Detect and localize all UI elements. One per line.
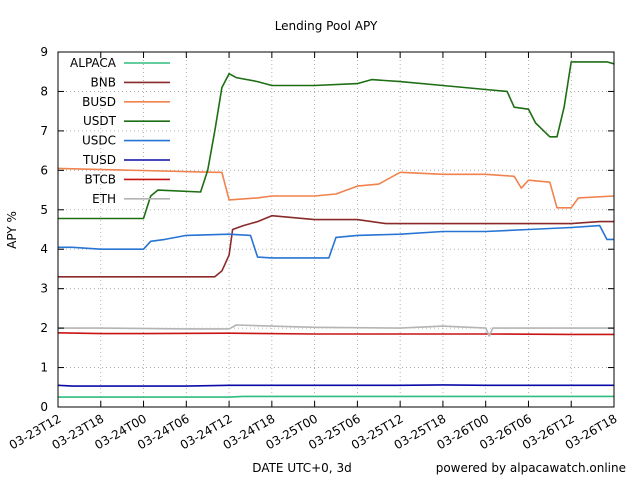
y-axis-ticks: 0 1 2 3 4 5 6 7 8 9 [40, 45, 614, 414]
x-axis-label: DATE UTC+0, 3d [252, 461, 351, 475]
x-axis-ticks: 03-23T1203-23T1803-24T0003-24T0603-24T12… [7, 52, 620, 452]
legend: ALPACA BNB BUSD USDT USDC TUSD BTCB ETH [70, 56, 170, 206]
y-tick-label: 4 [40, 242, 48, 256]
y-tick-label: 5 [40, 203, 48, 217]
y-tick-label: 1 [40, 361, 48, 375]
series-lines [57, 61, 615, 398]
series-line-usdt [58, 61, 615, 220]
series-line-busd [57, 167, 615, 209]
series-line-alpaca [58, 395, 614, 398]
y-axis-label: APY % [5, 211, 19, 249]
series-line-bnb [58, 214, 614, 278]
legend-label-btcb: BTCB [85, 172, 116, 186]
legend-label-usdc: USDC [82, 134, 116, 148]
y-tick-label: 0 [40, 400, 48, 414]
y-tick-label: 3 [40, 282, 48, 296]
legend-label-tusd: TUSD [82, 153, 116, 167]
legend-label-eth: ETH [92, 192, 116, 206]
y-tick-label: 6 [40, 163, 48, 177]
legend-label-alpaca: ALPACA [70, 56, 117, 70]
series-line-usdc [58, 224, 614, 259]
series-line-btcb [57, 332, 614, 336]
y-tick-label: 2 [40, 321, 48, 335]
y-tick-label: 7 [40, 124, 48, 138]
y-tick-label: 8 [40, 84, 48, 98]
y-tick-label: 9 [40, 45, 48, 59]
plot-border [57, 51, 615, 408]
series-line-tusd [57, 384, 614, 387]
credit-text: powered by alpacawatch.online [436, 461, 626, 475]
chart-title: Lending Pool APY [275, 19, 378, 33]
legend-label-usdt: USDT [83, 114, 117, 128]
legend-label-busd: BUSD [82, 95, 116, 109]
legend-label-bnb: BNB [91, 75, 116, 89]
series-line-eth [58, 324, 614, 337]
